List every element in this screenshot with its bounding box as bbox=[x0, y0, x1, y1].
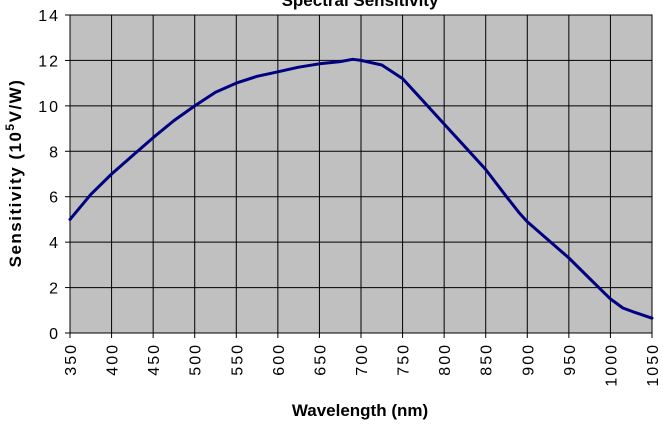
x-tick-label: 400 bbox=[105, 343, 122, 376]
x-tick-label: 650 bbox=[312, 343, 329, 376]
y-tick-label: 2 bbox=[49, 281, 60, 298]
x-tick-label: 950 bbox=[562, 343, 579, 376]
x-tick-label: 550 bbox=[229, 343, 246, 376]
x-tick-label: 600 bbox=[271, 343, 288, 376]
y-axis-title-superscript: 5 bbox=[3, 122, 17, 130]
y-tick-label: 0 bbox=[49, 326, 60, 343]
x-tick-label: 450 bbox=[146, 343, 163, 376]
x-tick-label: 850 bbox=[479, 343, 496, 376]
y-tick-labels: 0 2 4 6 8 10 12 14 bbox=[38, 8, 60, 343]
x-tick-labels: 350 400 450 500 550 600 650 700 750 800 850 900 950 1… bbox=[63, 343, 662, 387]
axes bbox=[65, 14, 653, 338]
x-tick-label: 700 bbox=[354, 343, 371, 376]
y-tick-label: 8 bbox=[49, 144, 60, 161]
y-tick-label: 10 bbox=[38, 99, 60, 116]
x-axis-title: Wavelength (nm) bbox=[292, 401, 428, 420]
y-axis-title: Sensitivity (105V/W) bbox=[3, 79, 25, 268]
series-line bbox=[68, 57, 654, 320]
y-tick-label: 4 bbox=[49, 235, 60, 252]
y-axis-title-end: V/W) bbox=[6, 79, 25, 123]
y-tick-label: 6 bbox=[49, 190, 60, 207]
x-tick-label: 750 bbox=[396, 343, 413, 376]
x-tick-label: 800 bbox=[437, 343, 454, 376]
x-tick-label: 900 bbox=[520, 343, 537, 376]
chart-title: Spectral Sensitivity bbox=[282, 0, 439, 10]
y-tick-label: 12 bbox=[38, 53, 60, 70]
x-tick-label: 1050 bbox=[645, 343, 662, 387]
x-tick-label: 500 bbox=[188, 343, 205, 376]
x-tick-label: 1000 bbox=[603, 343, 620, 387]
x-tick-label: 350 bbox=[63, 343, 80, 376]
plot-border bbox=[69, 14, 653, 334]
y-tick-label: 14 bbox=[38, 8, 60, 25]
y-axis-title-main: Sensitivity (10 bbox=[6, 131, 25, 268]
